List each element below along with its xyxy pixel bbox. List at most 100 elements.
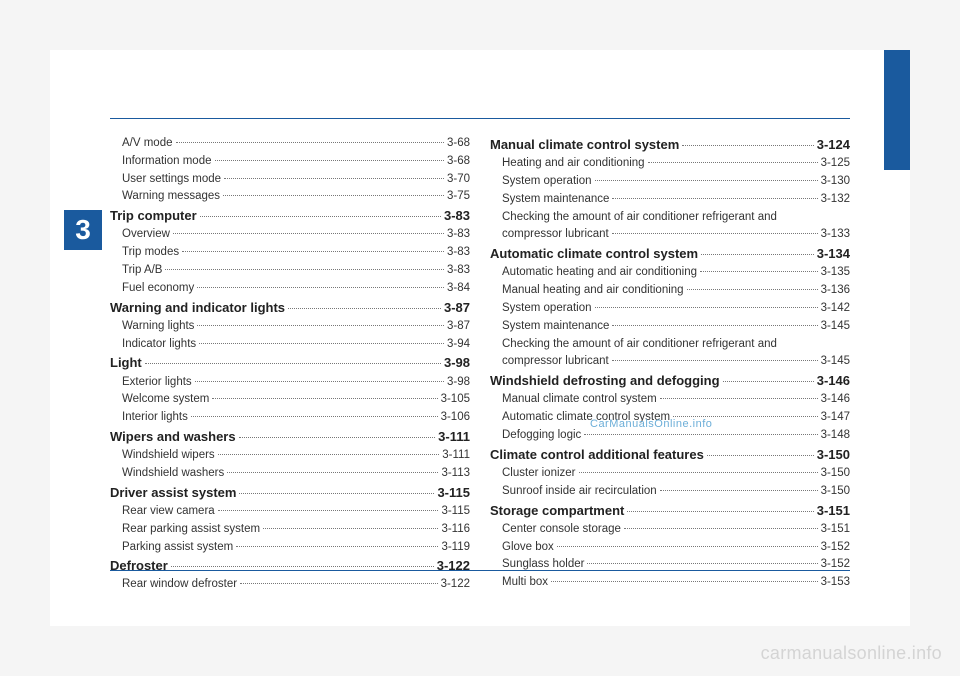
toc-label: Trip modes bbox=[122, 244, 179, 262]
toc-section: Trip computer 3-83 bbox=[110, 206, 470, 226]
toc-dots bbox=[551, 581, 818, 582]
toc-dots bbox=[557, 546, 818, 547]
toc-dots bbox=[584, 434, 817, 435]
toc-page: 3-94 bbox=[447, 336, 470, 354]
toc-page: 3-134 bbox=[817, 244, 850, 264]
toc-label: Center console storage bbox=[502, 521, 621, 539]
toc-page: 3-151 bbox=[817, 501, 850, 521]
toc-page: 3-115 bbox=[441, 503, 470, 521]
toc-label: Defroster bbox=[110, 556, 168, 576]
toc-page: 3-84 bbox=[447, 280, 470, 298]
toc-dots bbox=[648, 162, 818, 163]
side-accent-bar bbox=[884, 50, 910, 170]
toc-dots bbox=[223, 195, 444, 196]
toc-dots bbox=[224, 178, 444, 179]
toc-label: Windshield defrosting and defogging bbox=[490, 371, 720, 391]
toc-entry: Information mode3-68 bbox=[110, 153, 470, 171]
toc-label: Cluster ionizer bbox=[502, 465, 576, 483]
toc-entry: Cluster ionizer 3-150 bbox=[490, 465, 850, 483]
toc-label: Indicator lights bbox=[122, 336, 196, 354]
toc-entry: compressor lubricant 3-145 bbox=[490, 353, 850, 371]
toc-entry: Indicator lights 3-94 bbox=[110, 336, 470, 354]
toc-entry: Windshield washers 3-113 bbox=[110, 465, 470, 483]
toc-page: 3-142 bbox=[821, 300, 850, 318]
toc-label: Rear window defroster bbox=[122, 576, 237, 594]
toc-label: System maintenance bbox=[502, 318, 609, 336]
toc-page: 3-152 bbox=[821, 539, 850, 557]
toc-page: 3-135 bbox=[821, 264, 850, 282]
toc-label: Parking assist system bbox=[122, 539, 233, 557]
toc-page: 3-75 bbox=[447, 188, 470, 206]
toc-dots bbox=[687, 289, 818, 290]
toc-section: Storage compartment3-151 bbox=[490, 501, 850, 521]
toc-page: 3-83 bbox=[444, 206, 470, 226]
toc-dots bbox=[218, 510, 439, 511]
toc-page: 3-151 bbox=[821, 521, 850, 539]
toc-page: 3-111 bbox=[442, 447, 470, 465]
toc-dots bbox=[660, 398, 818, 399]
toc-page: 3-113 bbox=[441, 465, 470, 483]
toc-entry: Sunglass holder3-152 bbox=[490, 556, 850, 574]
toc-label: Checking the amount of air conditioner r… bbox=[502, 336, 777, 354]
toc-page: 3-83 bbox=[447, 244, 470, 262]
toc-dots bbox=[612, 198, 817, 199]
toc-page: 3-68 bbox=[447, 153, 470, 171]
toc-label: Windshield washers bbox=[122, 465, 224, 483]
toc-page: 3-150 bbox=[817, 445, 850, 465]
toc-left-column: A/V mode3-68Information mode3-68User set… bbox=[110, 135, 470, 596]
toc-label: System operation bbox=[502, 173, 592, 191]
toc-dots bbox=[173, 233, 444, 234]
chapter-number-tab: 3 bbox=[64, 210, 102, 250]
toc-dots bbox=[707, 455, 814, 456]
toc-label: Interior lights bbox=[122, 409, 188, 427]
toc-label: Exterior lights bbox=[122, 374, 192, 392]
toc-label: System operation bbox=[502, 300, 592, 318]
toc-label: compressor lubricant bbox=[502, 226, 609, 244]
toc-label: Sunglass holder bbox=[502, 556, 584, 574]
toc-entry: Rear parking assist system3-116 bbox=[110, 521, 470, 539]
toc-dots bbox=[227, 472, 438, 473]
toc-section: Manual climate control system3-124 bbox=[490, 135, 850, 155]
toc-dots bbox=[191, 416, 438, 417]
toc-dots bbox=[723, 381, 814, 382]
toc-page: 3-150 bbox=[821, 465, 850, 483]
toc-page: 3-133 bbox=[821, 226, 850, 244]
toc-entry: Checking the amount of air conditioner r… bbox=[490, 336, 850, 354]
toc-page: 3-83 bbox=[447, 226, 470, 244]
toc-label: compressor lubricant bbox=[502, 353, 609, 371]
toc-dots bbox=[212, 398, 437, 399]
toc-entry: Overview3-83 bbox=[110, 226, 470, 244]
toc-page: 3-125 bbox=[821, 155, 850, 173]
toc-dots bbox=[700, 271, 818, 272]
toc-page: 3-145 bbox=[821, 353, 850, 371]
toc-dots bbox=[612, 233, 818, 234]
toc-page: 3-146 bbox=[821, 391, 850, 409]
toc-entry: System operation 3-142 bbox=[490, 300, 850, 318]
toc-page: 3-98 bbox=[444, 353, 470, 373]
toc-dots bbox=[612, 325, 817, 326]
watermark-text: carmanualsonline.info bbox=[761, 643, 942, 664]
toc-label: Glove box bbox=[502, 539, 554, 557]
toc-dots bbox=[612, 360, 818, 361]
toc-dots bbox=[682, 145, 813, 146]
toc-label: Trip computer bbox=[110, 206, 197, 226]
toc-page: 3-130 bbox=[821, 173, 850, 191]
toc-dots bbox=[145, 363, 441, 364]
toc-entry: Warning messages3-75 bbox=[110, 188, 470, 206]
top-divider bbox=[110, 118, 850, 119]
toc-label: Rear view camera bbox=[122, 503, 215, 521]
toc-page: 3-145 bbox=[821, 318, 850, 336]
toc-entry: Heating and air conditioning3-125 bbox=[490, 155, 850, 173]
toc-dots bbox=[240, 583, 438, 584]
toc-label: Driver assist system bbox=[110, 483, 236, 503]
toc-entry: Manual climate control system3-146 bbox=[490, 391, 850, 409]
toc-dots bbox=[587, 563, 817, 564]
toc-dots bbox=[200, 216, 441, 217]
toc-dots bbox=[288, 308, 441, 309]
toc-page: 3-98 bbox=[447, 374, 470, 392]
toc-page: 3-70 bbox=[447, 171, 470, 189]
toc-label: Manual climate control system bbox=[490, 135, 679, 155]
toc-dots bbox=[627, 511, 813, 512]
toc-page: 3-153 bbox=[821, 574, 850, 592]
toc-dots bbox=[195, 381, 444, 382]
